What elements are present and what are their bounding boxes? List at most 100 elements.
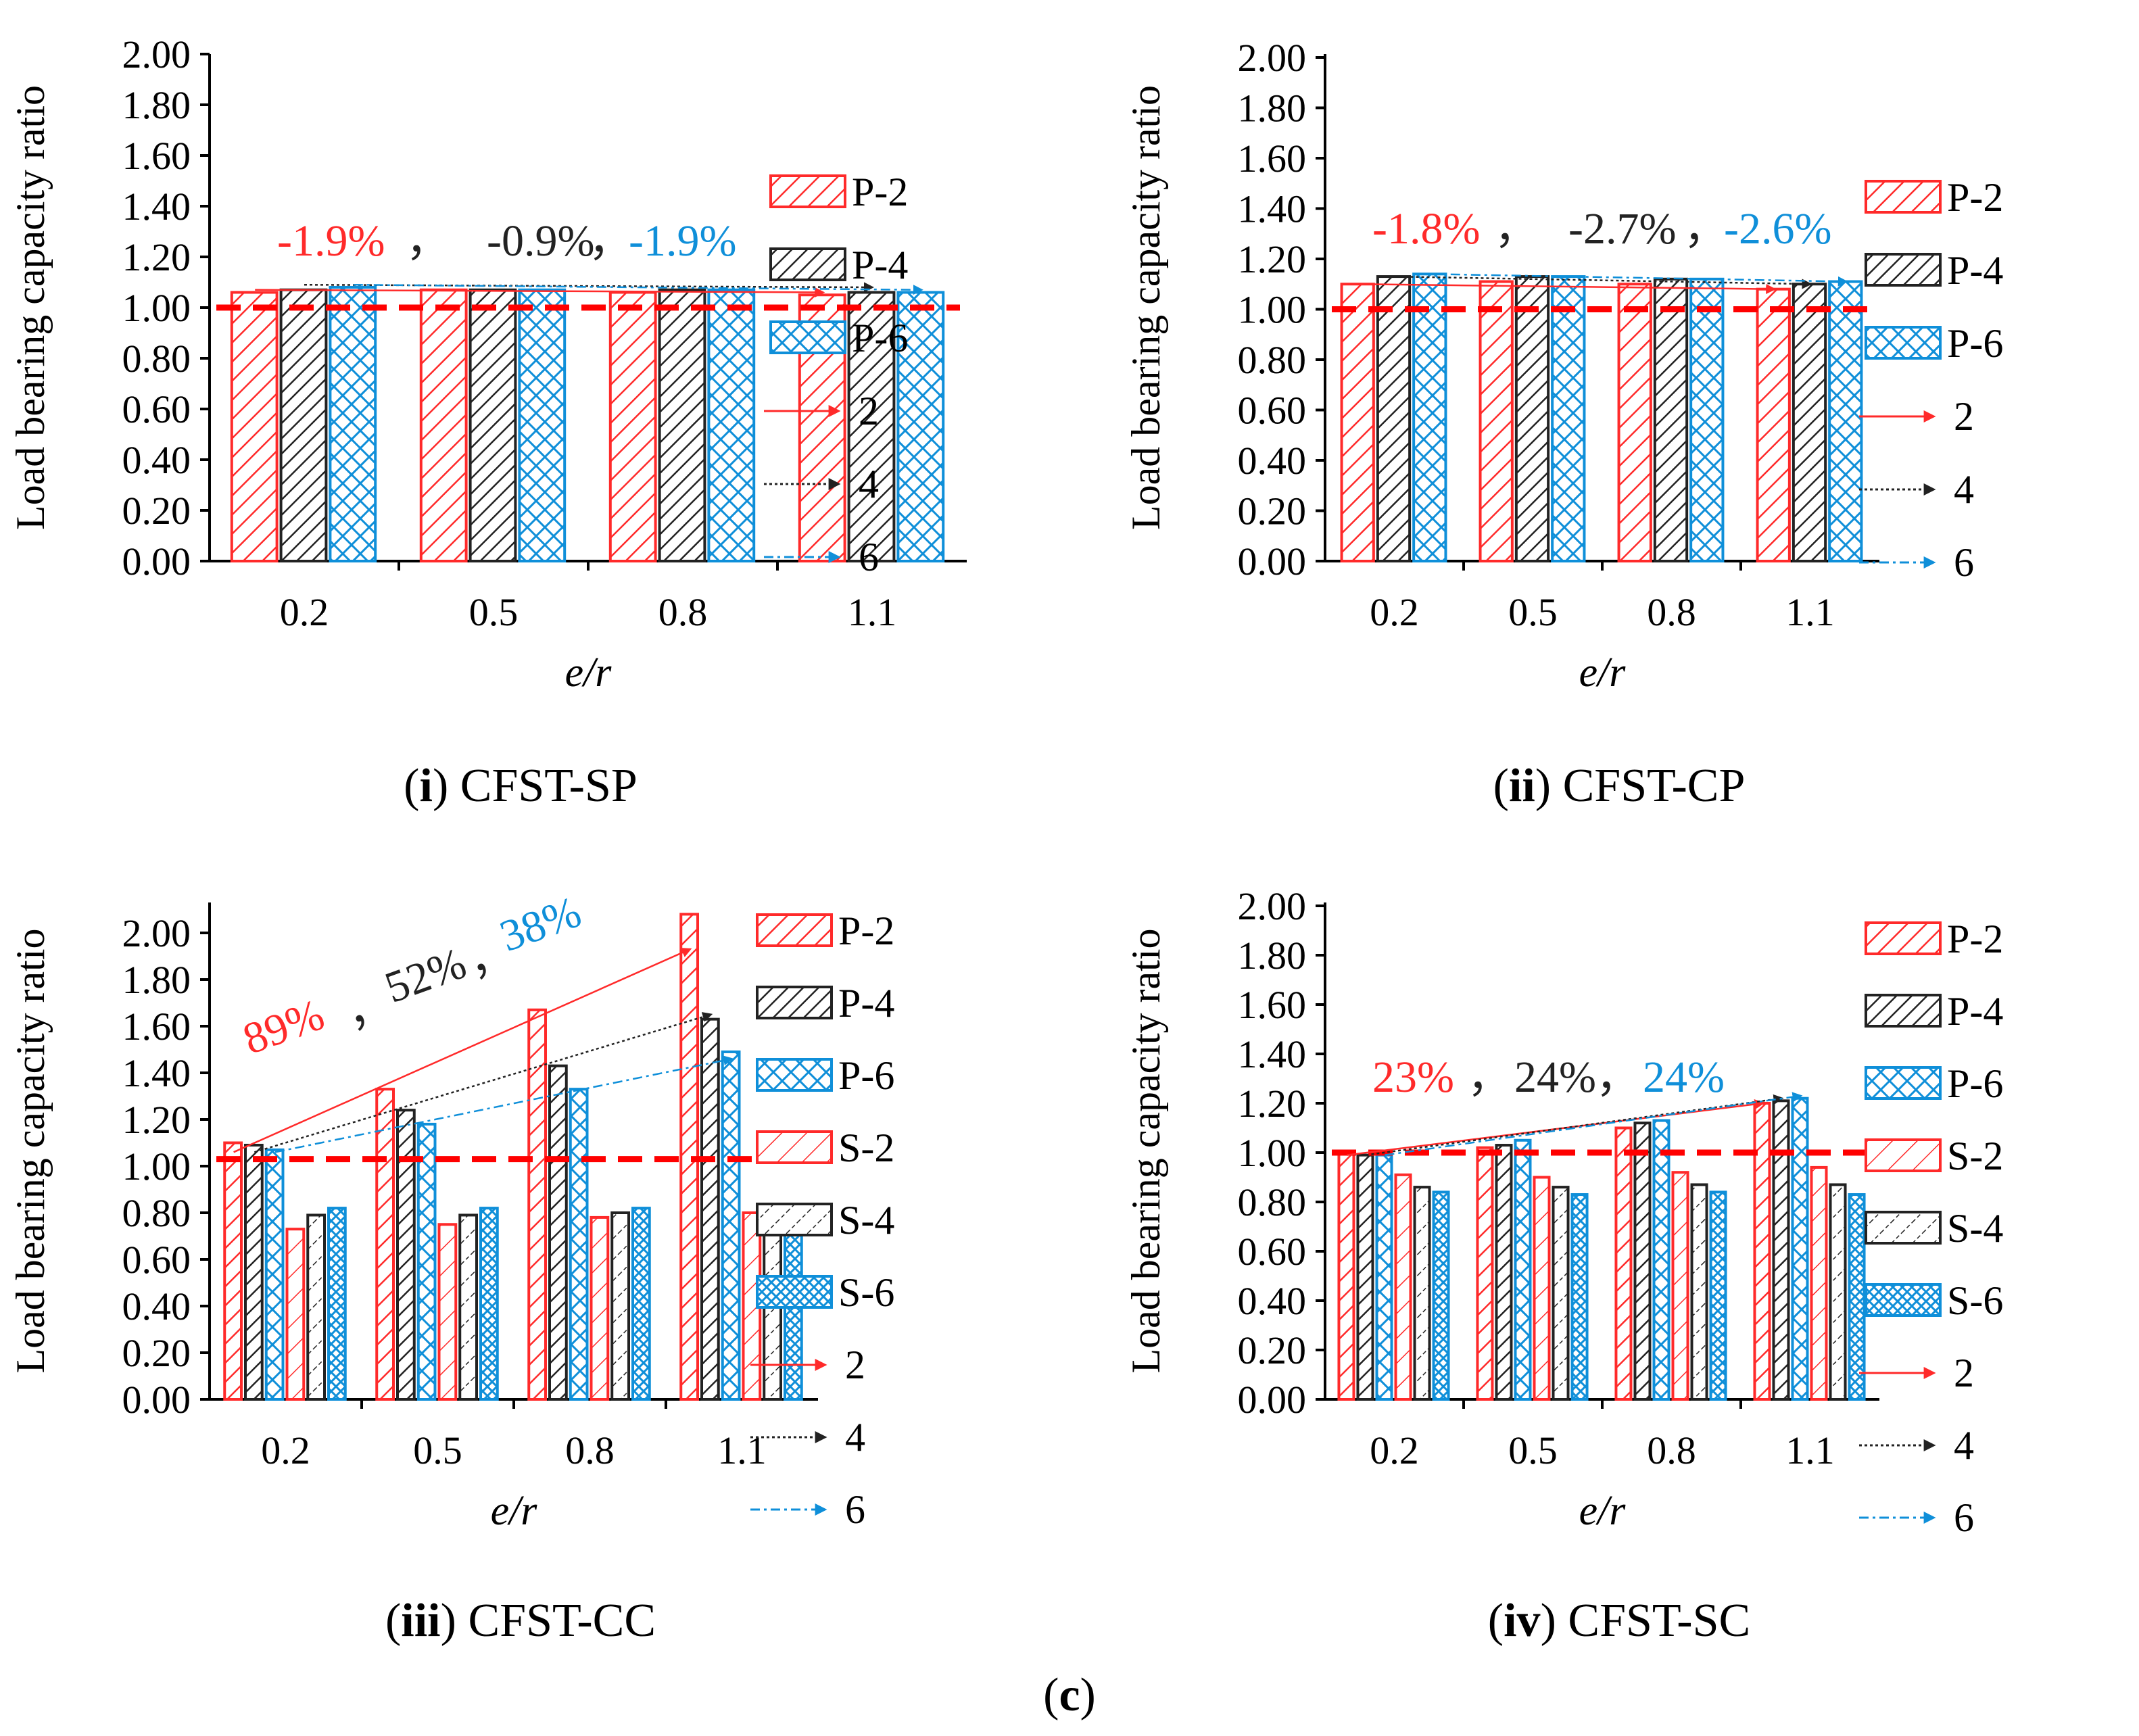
trend-line-6 [1430, 273, 1848, 287]
legend-label: S-2 [1947, 1134, 2003, 1178]
x-tick-label: 0.8 [1647, 1428, 1696, 1472]
legend-swatch-p-2 [1865, 180, 1942, 214]
legend-swatch-s-4 [1865, 1211, 1942, 1245]
bar-p-6-1.1 [896, 291, 945, 562]
y-tick-label: 0.20 [122, 1331, 191, 1375]
y-tick-label: 0.60 [1238, 389, 1307, 433]
y-tick-label: 0.40 [122, 1284, 191, 1328]
bar-s-4-1.1 [1829, 1183, 1847, 1401]
x-tick-label: 0.2 [280, 590, 329, 634]
x-tick-label: 0.8 [565, 1428, 615, 1472]
bar-p-4-1.1 [700, 1017, 720, 1401]
legend-swatch-p-6 [1865, 1066, 1942, 1100]
legend-swatch-p-4 [1865, 994, 1942, 1028]
annotation-label: ， [1467, 1053, 1512, 1102]
annotation-label: 89% [237, 990, 331, 1064]
bar-p-6-0.8 [1689, 277, 1725, 562]
bar-s-2-1.1 [1810, 1165, 1828, 1401]
bar-p-6-0.8 [1652, 1119, 1671, 1401]
bar-p-4-0.2 [244, 1143, 264, 1401]
y-tick-label: 1.20 [122, 235, 191, 279]
bar-p-2-0.8 [608, 291, 657, 562]
y-tick-label: 0.80 [1238, 338, 1307, 382]
y-tick-label: 1.00 [122, 286, 191, 330]
bar-p-6-0.2 [264, 1148, 285, 1401]
bar-s-6-0.2 [327, 1207, 347, 1401]
bar-p-2-0.8 [1614, 1126, 1633, 1401]
legend-label: P-4 [852, 243, 908, 287]
bar-p-6-0.2 [1412, 272, 1447, 562]
bar-s-6-0.5 [479, 1207, 499, 1401]
bar-s-2-0.5 [1533, 1176, 1551, 1401]
caption-iv: (iv) CFST-SC [1488, 1595, 1750, 1647]
bar-s-6-1.1 [1848, 1193, 1866, 1401]
trend-line-6 [1385, 1092, 1803, 1156]
y-tick-label: 1.40 [122, 185, 191, 228]
y-tick-label: 1.40 [1238, 1032, 1307, 1076]
y-tick-label: 1.60 [122, 1005, 191, 1048]
y-tick-label: 0.80 [1238, 1180, 1307, 1224]
bar-p-6-0.8 [569, 1088, 589, 1401]
y-tick-label: 2.00 [122, 911, 191, 955]
caption-iii: (iii) CFST-CC [385, 1595, 656, 1647]
legend-swatch-s-2 [756, 1130, 833, 1164]
legend-swatch-p-6 [1865, 326, 1942, 360]
legend-label: P-6 [838, 1053, 894, 1098]
bar-p-4-0.2 [1376, 275, 1412, 562]
y-tick-label: 1.80 [122, 958, 191, 1002]
bar-p-2-0.8 [1617, 283, 1652, 562]
x-tick-label: 0.2 [261, 1428, 310, 1472]
legend-label: P-6 [852, 316, 908, 360]
bar-p-6-0.5 [416, 1122, 437, 1401]
legend-label: 2 [845, 1343, 865, 1387]
bar-p-2-1.1 [1753, 1102, 1771, 1401]
annotation-label: -2.7% [1568, 204, 1676, 254]
chart-panel-ii: 0.00 0.20 0.40 0.60 0.80 1.00 1.20 1.40 1.60 1.80… [1124, 36, 2003, 696]
bar-p-4-0.8 [658, 288, 706, 562]
legend-swatch-p-4 [769, 247, 846, 281]
bar-s-4-0.8 [610, 1211, 630, 1401]
bar-p-2-0.2 [1337, 1151, 1355, 1401]
y-tick-label: 0.00 [1238, 1378, 1307, 1422]
x-axis-label: e/r [1579, 1488, 1627, 1534]
bar-p-6-0.5 [518, 288, 567, 562]
bar-p-6-0.5 [1551, 275, 1586, 562]
legend-swatch-p-2 [756, 913, 833, 947]
bar-p-4-1.1 [847, 291, 896, 562]
annotation-label: -1.9% [277, 216, 385, 266]
y-axis-label: Load bearing capacity ratio [1124, 85, 1168, 530]
legend-swatch-s-4 [756, 1203, 833, 1236]
y-tick-label: 0.80 [122, 1191, 191, 1235]
y-tick-label: 0.00 [122, 1378, 191, 1422]
bar-s-6-0.5 [1570, 1193, 1589, 1401]
legend-swatch-p-2 [769, 174, 846, 208]
y-tick-label: 0.80 [122, 337, 191, 381]
y-axis-label: Load bearing capacity ratio [8, 85, 53, 530]
annotation-label: ， [1494, 204, 1539, 254]
legend-label: 2 [859, 389, 879, 433]
y-tick-label: 1.00 [1238, 1131, 1307, 1175]
trend-line-2 [1358, 283, 1777, 295]
chart-panel-i: 0.00 0.20 0.40 0.60 0.80 1.00 1.20 1.40 1.60 1.80… [8, 32, 967, 696]
bar-p-6-1.1 [1828, 280, 1863, 562]
annotation-label: ， [588, 216, 633, 266]
bar-p-6-0.2 [329, 286, 377, 562]
legend-label: P-6 [1947, 321, 2003, 366]
bar-p-6-0.8 [707, 288, 756, 562]
bar-p-4-1.1 [1772, 1099, 1790, 1401]
legend-label: P-6 [1947, 1061, 2003, 1106]
bar-s-4-0.8 [1690, 1183, 1708, 1401]
bar-p-2-1.1 [1756, 287, 1791, 562]
x-tick-label: 0.2 [1370, 590, 1419, 634]
x-tick-label: 1.1 [717, 1428, 767, 1472]
legend-label: S-4 [1947, 1206, 2003, 1251]
bar-p-4-0.2 [279, 288, 328, 562]
annotation-label: ， [1595, 1053, 1640, 1102]
bar-s-2-0.8 [1671, 1171, 1689, 1401]
caption-ii: (ii) CFST-CP [1493, 760, 1746, 812]
legend-label: 6 [845, 1487, 865, 1532]
bar-p-2-1.1 [679, 913, 699, 1401]
legend-label: P-2 [838, 909, 894, 953]
annotation-label: -2.6% [1724, 204, 1831, 254]
x-tick-label: 0.2 [1370, 1428, 1419, 1472]
